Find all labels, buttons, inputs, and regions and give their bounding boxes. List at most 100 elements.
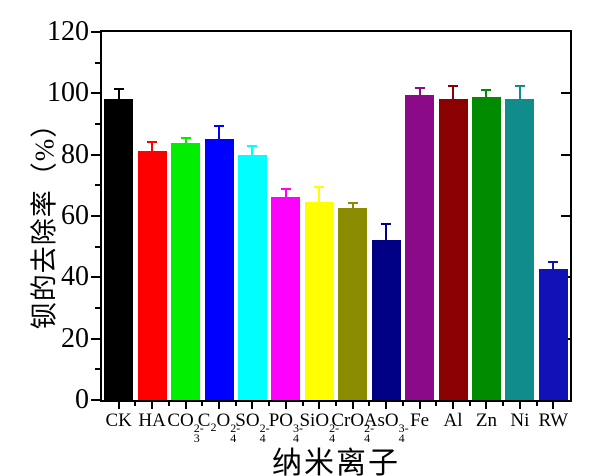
x-tick-label-Zn: Zn — [476, 410, 497, 432]
error-cap-Zn — [481, 88, 492, 91]
x-major-tick — [184, 402, 187, 409]
x-minor-tick — [435, 402, 438, 406]
x-major-tick — [284, 402, 287, 409]
x-minor-tick — [234, 402, 237, 406]
x-major-tick — [151, 402, 154, 409]
y-major-tick — [91, 399, 100, 401]
x-minor-tick — [368, 402, 371, 406]
x-major-tick — [485, 402, 488, 409]
error-cap-CK — [113, 88, 124, 91]
error-bar-CrO4 2- — [351, 202, 354, 208]
label-sub-sup-stack: 2- 4 — [364, 421, 375, 445]
x-minor-tick — [468, 402, 471, 406]
y-tick-label: 40 — [61, 261, 89, 293]
error-bar-Al — [452, 85, 454, 99]
x-major-tick — [318, 402, 321, 409]
error-cap-SiO4 2- — [314, 185, 325, 188]
x-tick-label-AsO4 3-: AsO 3- 4 — [363, 410, 409, 445]
x-major-tick — [418, 402, 421, 409]
bar-Ni — [505, 98, 535, 400]
label-text: Fe — [410, 410, 430, 431]
y-major-tick — [91, 276, 100, 279]
bar-Fe — [405, 95, 435, 400]
bar-CO3 2- — [171, 143, 201, 400]
label-sub-sup-stack: 3- 4 — [398, 421, 409, 445]
x-tick-label-CK: CK — [106, 410, 132, 432]
label-sub-sup-stack: 2- 4 — [329, 421, 340, 445]
x-minor-tick — [335, 402, 337, 406]
y-minor-tick — [95, 307, 100, 309]
label-text: O — [216, 410, 231, 431]
x-tick-label-RW: RW — [539, 410, 569, 432]
x-minor-tick — [301, 402, 304, 406]
x-major-tick — [351, 402, 354, 409]
label-text: Al — [443, 410, 463, 431]
x-tick-label-Al: Al — [444, 410, 463, 432]
plot-area — [100, 30, 572, 402]
bar-Al — [438, 98, 468, 400]
x-minor-tick — [502, 402, 505, 406]
x-tick-label-HA: HA — [138, 410, 165, 432]
error-bar-AsO4 3- — [385, 224, 388, 240]
label-text: CO — [167, 410, 194, 431]
x-major-tick — [117, 402, 120, 409]
error-bar-CO3 2- — [184, 137, 187, 143]
y-major-tick — [91, 92, 100, 95]
label-text: AsO — [363, 410, 399, 431]
x-major-tick — [385, 402, 388, 409]
error-bar-Ni — [518, 86, 521, 99]
y-minor-tick — [95, 123, 100, 125]
x-tick-label-C2O4 2-: C2O 2- 4 — [198, 410, 241, 445]
x-minor-tick — [268, 402, 271, 406]
label-subscript: 2 — [210, 420, 217, 434]
y-major-tick — [91, 215, 100, 217]
right-major-tick — [561, 153, 570, 156]
error-bar-Zn — [485, 89, 488, 98]
x-minor-tick — [535, 402, 538, 406]
x-tick-label-CrO4 2-: CrO 2- 4 — [331, 410, 375, 445]
error-cap-Al — [448, 84, 458, 87]
x-minor-tick — [201, 402, 204, 406]
x-major-tick — [452, 402, 454, 409]
error-cap-CrO4 2- — [347, 201, 358, 204]
label-sub-sup-stack: 2- 4 — [259, 421, 270, 445]
right-major-tick — [561, 215, 570, 217]
error-bar-SiO4 2- — [318, 186, 321, 203]
error-cap-Fe — [414, 87, 425, 90]
label-text: HA — [138, 410, 166, 431]
y-tick-label: 120 — [47, 16, 89, 47]
x-tick-label-Fe: Fe — [410, 410, 429, 432]
x-major-tick — [218, 402, 220, 409]
y-tick-label: 20 — [61, 322, 89, 354]
x-tick-label-SiO4 2-: SiO 2- 4 — [299, 410, 340, 445]
error-cap-RW — [548, 261, 559, 264]
x-tick-label-Ni: Ni — [510, 410, 529, 432]
y-tick-label: 60 — [61, 200, 89, 231]
x-major-tick — [552, 402, 555, 409]
error-cap-C2O4 2- — [214, 125, 224, 128]
label-text: RW — [538, 410, 569, 431]
label-sub-sup-stack: 2- 4 — [230, 421, 241, 445]
y-major-tick — [91, 337, 100, 340]
label-text: CrO — [331, 410, 365, 431]
y-minor-tick — [95, 245, 100, 248]
label-sub-sup-stack: 3- 4 — [292, 421, 303, 445]
bar-AsO4 3- — [371, 239, 401, 400]
y-minor-tick — [95, 368, 100, 371]
y-minor-tick — [95, 184, 100, 187]
error-bar-Fe — [418, 88, 421, 96]
error-cap-HA — [147, 141, 158, 144]
error-cap-CO3 2- — [180, 136, 191, 139]
x-major-tick — [251, 402, 254, 409]
label-text: Ni — [510, 410, 530, 431]
right-major-tick — [561, 92, 570, 95]
bar-HA — [137, 150, 167, 400]
x-major-tick — [518, 402, 521, 409]
bar-CK — [104, 99, 134, 400]
y-major-tick — [91, 153, 100, 156]
y-tick-label: 0 — [75, 384, 89, 415]
error-cap-AsO4 3- — [381, 223, 392, 226]
x-tick-label-SO4 2-: SO 2- 4 — [235, 410, 270, 445]
error-cap-SO4 2- — [247, 145, 258, 148]
